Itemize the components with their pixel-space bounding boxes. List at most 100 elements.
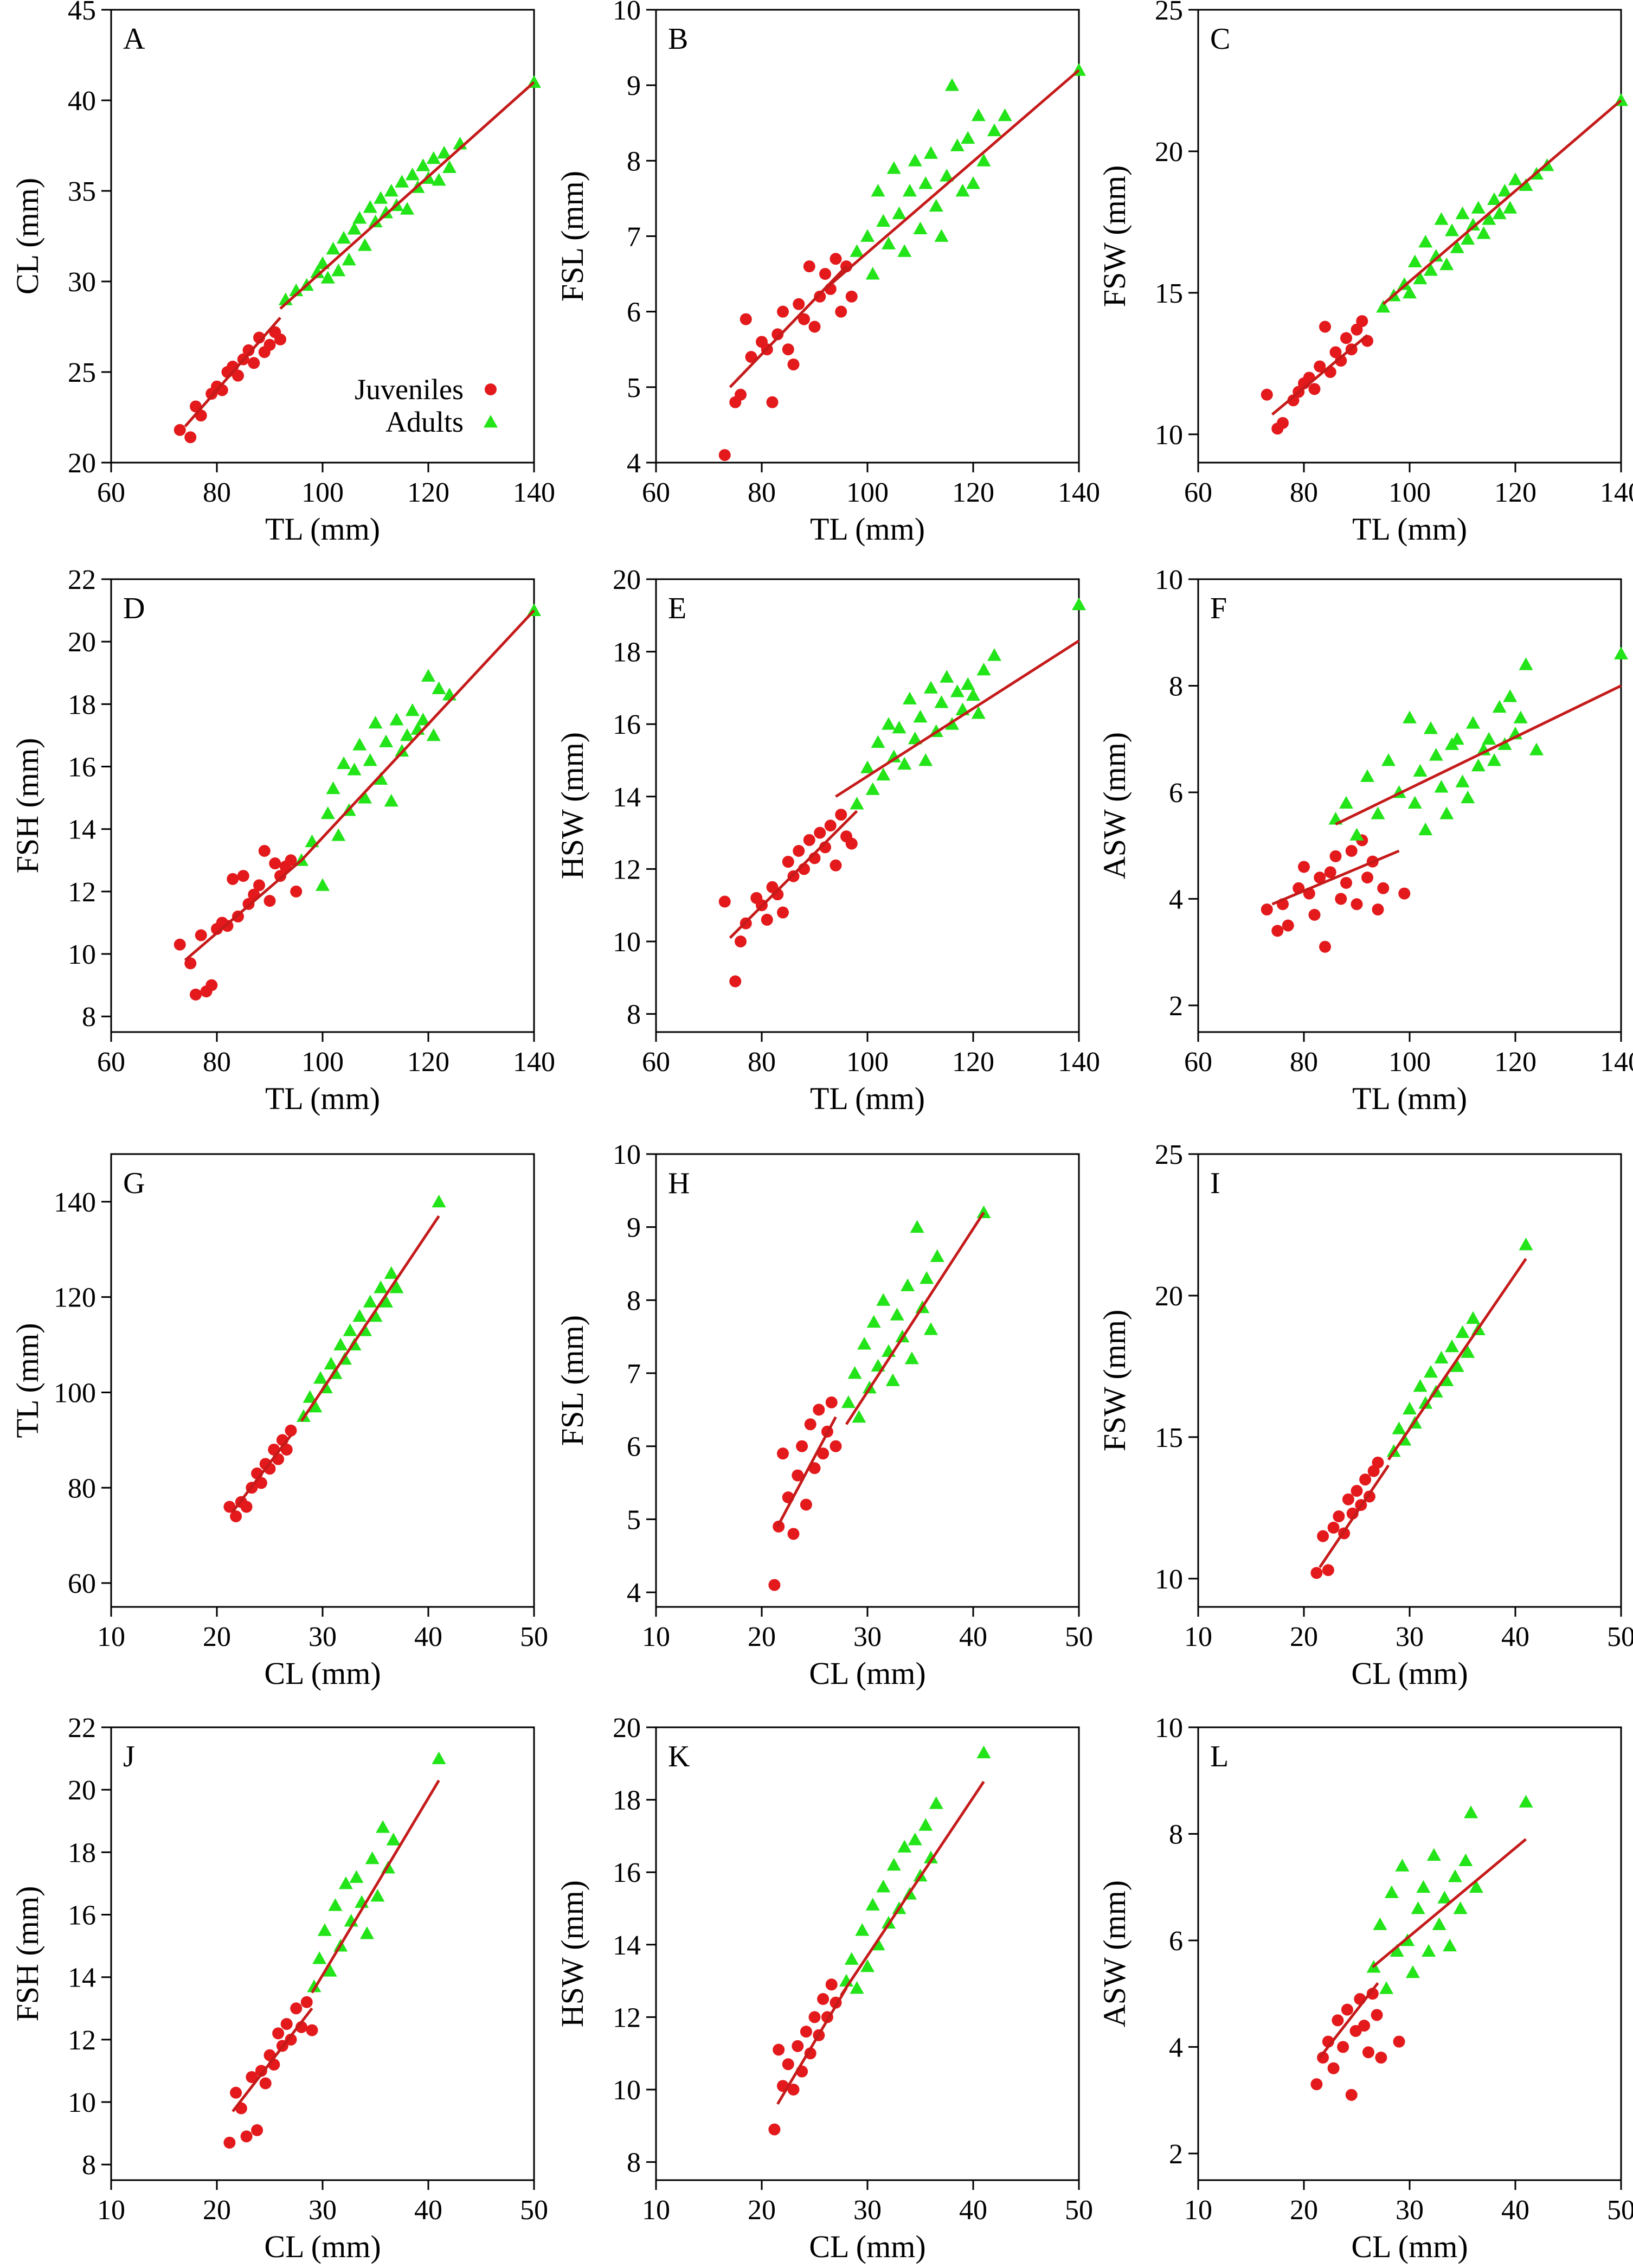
adult-point [976,1205,991,1219]
y-tick-label: 8 [82,2150,96,2181]
juvenile-point [729,975,742,988]
juvenile-point [1362,2046,1374,2059]
adult-point [442,160,457,173]
adult-point [876,767,891,781]
adult-fit-line [1382,99,1622,305]
juvenile-point [766,396,779,408]
adult-point [1403,710,1417,723]
juvenile-point [782,856,794,868]
y-tick-label: 16 [68,1900,96,1931]
adult-point [316,256,330,269]
adult-point [929,1796,943,1809]
y-tick-label: 9 [627,71,641,101]
adult-point [1407,254,1422,267]
y-tick-label: 20 [1155,1281,1183,1312]
y-tick-label: 4 [627,1578,641,1609]
legend-adults-marker [484,415,498,428]
adult-point [331,263,346,277]
adult-point [379,734,393,747]
panel-label: C [1210,22,1230,56]
juvenile-point [768,2123,781,2136]
adult-point [886,161,901,174]
adult-point [1464,1805,1478,1818]
adult-point [368,214,383,228]
x-tick-label: 20 [1290,2195,1318,2226]
juvenile-point [768,1579,781,1591]
adult-point [966,688,980,701]
x-tick-label: 20 [1290,1622,1318,1652]
adult-point [1429,249,1443,262]
adult-point [1072,597,1086,611]
adult-point [337,230,351,244]
juvenile-point [1366,1988,1379,2000]
juvenile-point [793,298,805,310]
x-axis-label: TL (mm) [1352,1081,1467,1116]
juvenile-point [1282,919,1294,932]
juvenile-point [835,305,847,318]
juvenile-point [803,260,815,273]
x-tick-label: 80 [1290,1047,1318,1078]
adult-point [1434,212,1449,225]
plot-frame [110,9,535,464]
juvenile-point [808,2011,821,2023]
adult-point [844,1952,859,1965]
adult-point [1513,710,1528,723]
adult-point [1492,206,1507,220]
juvenile-point [173,938,186,951]
juvenile-point [290,2002,303,2015]
juvenile-point [253,879,265,892]
adult-point [363,753,377,766]
adult-point [1424,1364,1438,1378]
juvenile-point [718,895,731,908]
juvenile-point [782,343,794,356]
y-tick-label: 20 [68,1775,96,1806]
adult-point [1416,1880,1431,1893]
adult-point [950,684,965,697]
adult-point [1418,234,1433,248]
adult-point [1497,184,1512,197]
adult-point [389,713,404,726]
juvenile-point [272,2027,285,2040]
adult-point [1458,1853,1473,1866]
juvenile-point [803,834,815,846]
y-tick-label: 8 [627,1000,641,1030]
panel-f: F 60 80 100 120 140 2 4 6 8 10 TL (mm) ASW (mm) [1097,565,1633,1116]
juvenile-point [1340,332,1352,344]
adult-point [913,709,928,723]
adult-point [437,145,452,159]
juvenile-point [285,2033,297,2046]
adult-point [961,131,975,144]
y-axis-label: HSW (mm) [555,732,590,879]
juvenile-fit-line [184,859,303,962]
juvenile-point [1329,850,1342,862]
juvenile-point [1314,872,1326,884]
x-axis-label: CL (mm) [1351,1656,1468,1691]
adult-point [1469,1880,1483,1893]
juvenile-point [253,331,265,344]
adult-point [358,238,372,251]
adult-point [1418,822,1433,836]
adult-point [1519,1238,1533,1251]
adult-point [1503,201,1518,214]
adult-point [338,1876,353,1889]
juvenile-point [1345,2088,1358,2101]
juvenile-point [792,1469,804,1482]
juvenile-point [835,809,847,821]
adult-point [1390,1944,1404,1957]
legend-adults-label: Adults [385,406,464,438]
adult-point [1487,192,1501,206]
adult-point [324,1356,338,1370]
y-tick-label: 40 [68,86,96,117]
panel-h: H 10 20 30 40 50 4 5 6 7 8 9 10 CL (mm) FSL (mm) [555,1139,1093,1691]
y-tick-label: 14 [613,782,641,813]
plot-frame [110,1726,535,2181]
x-axis-label: TL (mm) [265,511,380,547]
adult-point [349,1870,364,1883]
y-tick-label: 80 [68,1473,96,1504]
adult-point [333,1337,348,1350]
adult-point [307,1979,322,1992]
juvenile-point [787,2084,800,2096]
x-tick-label: 50 [520,2195,548,2226]
adult-point [384,1266,398,1279]
adult-point [955,184,970,197]
